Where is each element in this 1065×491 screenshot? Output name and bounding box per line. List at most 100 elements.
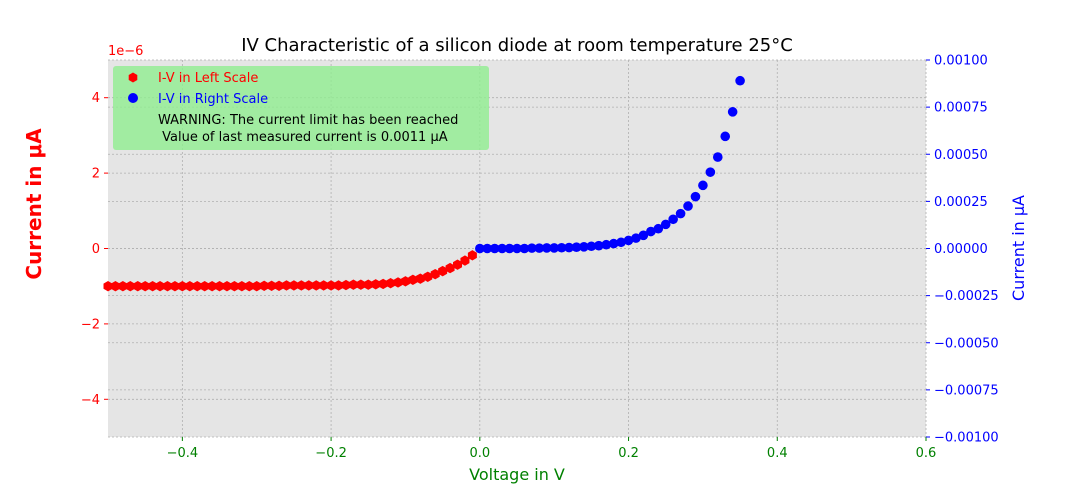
left-scale-point — [319, 280, 329, 291]
left-y-offset-label: 1e−6 — [108, 44, 143, 59]
legend-warning-line-1: WARNING: The current limit has been reac… — [158, 113, 458, 128]
left-scale-point — [326, 280, 336, 291]
right-y-tick-label: −0.00075 — [934, 383, 999, 398]
right-scale-point — [504, 243, 515, 254]
right-scale-point — [594, 240, 604, 251]
right-scale-point — [541, 243, 552, 253]
right-scale-point — [497, 243, 507, 254]
right-y-tick-label: 0.00050 — [934, 148, 988, 163]
right-scale-point — [668, 214, 678, 225]
left-scale-point — [334, 280, 344, 291]
left-scale-point — [430, 268, 440, 280]
right-scale-point — [475, 243, 485, 254]
right-scale-point — [638, 230, 649, 241]
right-scale-point — [698, 180, 708, 191]
right-scale-point — [512, 243, 522, 254]
right-scale-point — [735, 75, 745, 86]
grid-lines — [108, 59, 927, 438]
right-scale-point — [683, 201, 693, 211]
right-scale-point — [690, 191, 701, 202]
right-scale-point — [564, 242, 574, 253]
left-scale-point — [170, 281, 180, 292]
x-axis-label: Voltage in V — [469, 465, 565, 484]
left-scale-point — [386, 277, 396, 289]
left-scale-point — [267, 280, 277, 292]
left-scale-point — [118, 281, 128, 292]
left-scale-point — [438, 265, 448, 277]
left-scale-point — [393, 277, 403, 288]
right-scale-point — [482, 243, 493, 254]
left-scale-point — [177, 281, 187, 292]
right-y-tick-label: −0.00100 — [934, 431, 999, 446]
right-scale-point — [608, 238, 619, 249]
left-scale-point — [363, 279, 373, 290]
right-scale-point — [720, 131, 731, 142]
left-scale-point — [133, 281, 143, 292]
right-scale-point — [616, 237, 626, 248]
x-tick-label: 0.4 — [767, 446, 788, 461]
left-scale-point — [244, 281, 254, 292]
left-scale-point — [215, 281, 225, 292]
right-scale-point — [646, 226, 656, 237]
left-scale-point — [237, 281, 247, 292]
chart-title: IV Characteristic of a silicon diode at … — [241, 35, 793, 56]
legend: I-V in Left Scale I-V in Right Scale WAR… — [113, 66, 489, 150]
right-y-tick-label: 0.00000 — [934, 242, 988, 257]
left-scale-point — [348, 279, 358, 290]
left-y-tick-label: −2 — [81, 317, 100, 332]
left-scale-point — [140, 281, 150, 292]
left-scale-point — [192, 281, 202, 292]
right-scale-point — [571, 242, 582, 252]
left-scale-point — [467, 250, 477, 261]
left-scale-point — [408, 274, 418, 285]
legend-hexagon-marker — [128, 72, 138, 83]
legend-warning-line-2: Value of last measured current is 0.0011… — [158, 130, 448, 145]
data-markers — [103, 75, 745, 292]
right-scale-point — [727, 107, 738, 117]
axes: −0.4 −0.2 0.0 0.2 0.4 0.6 −4 −2 0 2 4 −0.00100 −0.00… — [81, 54, 999, 462]
left-scale-point — [200, 281, 210, 292]
left-scale-point — [155, 281, 165, 292]
left-y-tick-label: 2 — [92, 167, 100, 182]
right-scale-point — [534, 243, 545, 253]
left-scale-point — [289, 280, 299, 291]
left-scale-point — [341, 279, 351, 291]
legend-entry-right: I-V in Right Scale — [158, 92, 268, 107]
right-y-tick-label: −0.00025 — [934, 289, 999, 304]
x-tick-label: 0.2 — [618, 446, 639, 461]
left-scale-point — [252, 281, 262, 292]
left-scale-point — [125, 281, 135, 292]
left-y-tick-label: 4 — [92, 91, 100, 106]
left-scale-point — [103, 281, 113, 292]
legend-box — [113, 66, 489, 150]
left-scale-point — [296, 280, 306, 291]
left-scale-point — [304, 280, 314, 291]
left-scale-point — [445, 262, 455, 274]
left-scale-point — [371, 279, 381, 290]
left-scale-point — [415, 273, 425, 284]
right-scale-point — [623, 235, 634, 246]
left-scale-point — [356, 279, 366, 290]
right-y-tick-label: 0.00100 — [934, 54, 988, 69]
left-scale-point — [259, 280, 269, 292]
left-y-tick-label: −4 — [81, 393, 100, 408]
right-y-tick-label: 0.00075 — [934, 101, 988, 116]
left-scale-point — [460, 255, 470, 266]
left-y-tick-label: 0 — [92, 242, 100, 257]
left-scale-point — [148, 281, 158, 292]
left-scale-point — [378, 278, 388, 290]
right-scale-point — [705, 167, 716, 177]
right-scale-point — [489, 243, 500, 254]
right-scale-point — [527, 243, 537, 253]
left-scale-point — [281, 280, 291, 291]
left-scale-point — [423, 271, 433, 282]
x-tick-label: −0.4 — [167, 446, 199, 461]
legend-entry-left: I-V in Left Scale — [158, 71, 258, 86]
left-scale-point — [274, 280, 284, 292]
left-scale-point — [207, 281, 217, 292]
left-scale-point — [110, 281, 120, 292]
left-scale-point — [222, 281, 232, 292]
left-scale-point — [400, 276, 410, 287]
right-scale-point — [660, 219, 671, 230]
